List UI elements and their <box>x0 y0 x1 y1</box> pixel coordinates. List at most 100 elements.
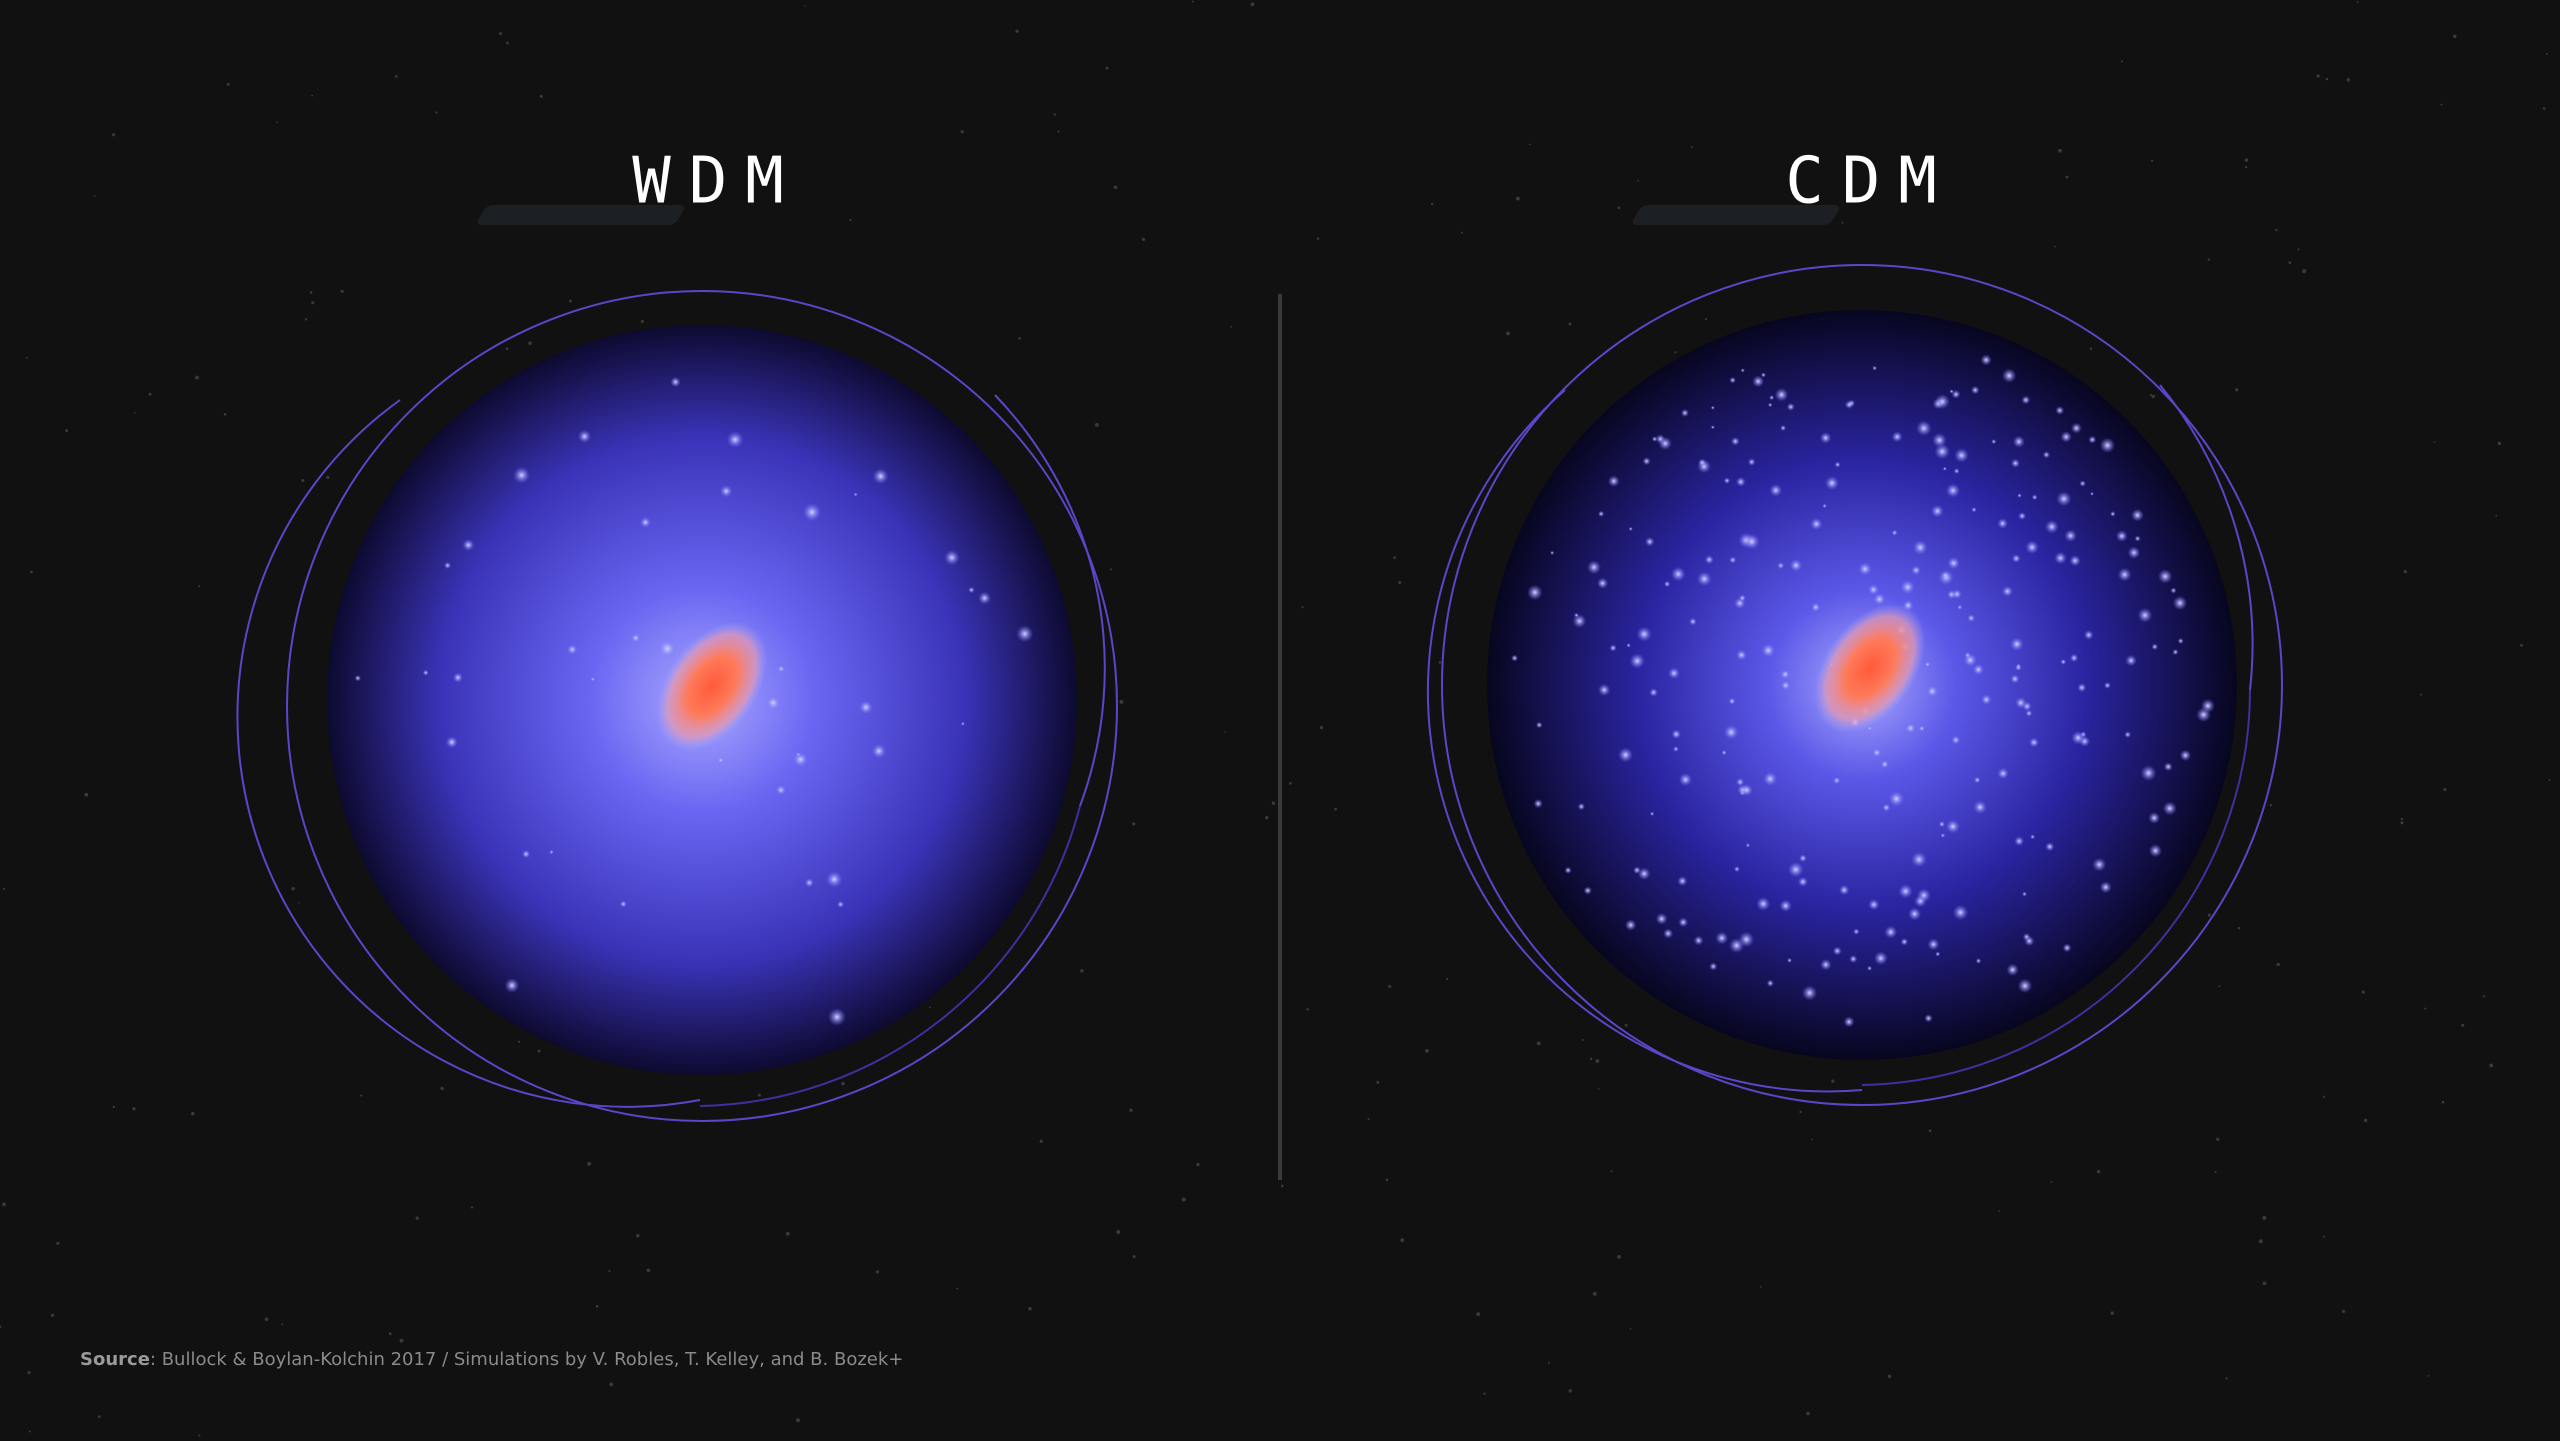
subhalo <box>1952 589 1962 600</box>
subhalo <box>827 1007 847 1027</box>
subhalo <box>2172 595 2188 611</box>
star <box>2424 1007 2427 1010</box>
subhalo <box>2130 508 2144 522</box>
star <box>65 429 69 433</box>
subhalo <box>2014 836 2025 847</box>
star <box>1316 237 1320 240</box>
subhalo <box>2137 607 2153 623</box>
star <box>2302 269 2307 274</box>
subhalo <box>1535 721 1543 729</box>
star <box>2096 1169 2101 1174</box>
star <box>2453 34 2457 39</box>
subhalo <box>2148 811 2161 824</box>
star <box>2151 159 2154 162</box>
subhalo <box>1618 747 1634 763</box>
star <box>2341 1309 2346 1313</box>
subhalo <box>1926 685 1939 698</box>
star <box>2363 1118 2368 1123</box>
star <box>1806 1411 1810 1416</box>
subhalo <box>577 429 592 444</box>
star <box>134 411 136 414</box>
subhalo <box>2042 451 2051 459</box>
star <box>1460 231 1464 234</box>
subhalo <box>1954 448 1969 463</box>
star <box>311 94 314 97</box>
subhalo <box>1980 354 1992 366</box>
subhalo <box>1747 458 1756 466</box>
subhalo <box>2009 637 2024 652</box>
subhalo <box>566 644 578 655</box>
star <box>1385 1178 1389 1182</box>
star <box>1536 1041 1541 1046</box>
subhalo <box>1738 594 1746 602</box>
star <box>505 347 509 351</box>
star <box>517 1040 521 1043</box>
subhalo <box>1940 833 1946 838</box>
subhalo <box>1649 688 1658 697</box>
source-text: : Bullock & Boylan-Kolchin 2017 / Simula… <box>150 1349 903 1370</box>
subhalo <box>1780 669 1791 680</box>
star <box>2207 913 2211 917</box>
subhalo <box>1801 985 1818 1001</box>
subhalo <box>1696 571 1712 587</box>
subhalo <box>1938 820 1946 828</box>
star <box>928 1006 931 1009</box>
subhalo <box>2054 551 2067 565</box>
star <box>388 1332 392 1336</box>
subhalo <box>1843 1016 1855 1028</box>
subhalo <box>2179 749 2192 762</box>
subhalo <box>1972 663 1985 676</box>
subhalo <box>1907 907 1922 921</box>
star <box>1132 1255 1136 1259</box>
star <box>757 1093 761 1097</box>
subhalo <box>1797 876 1809 887</box>
star <box>1690 146 1693 149</box>
star <box>1760 1286 1762 1288</box>
subhalo <box>1756 896 1771 911</box>
star <box>2440 103 2443 106</box>
subhalo <box>1872 747 1882 758</box>
subhalo <box>1932 432 1947 448</box>
subhalo <box>1780 680 1791 691</box>
star <box>2054 245 2056 248</box>
star <box>97 1415 101 1419</box>
subhalo <box>1947 556 1961 570</box>
star <box>1230 325 1233 328</box>
star <box>1250 2 1255 7</box>
subhalo <box>1760 372 1767 378</box>
subhalo <box>1900 937 1909 946</box>
star <box>1224 731 1226 733</box>
subhalo <box>2018 512 2027 521</box>
star <box>2275 228 2278 232</box>
subhalo <box>2010 458 2021 468</box>
star <box>2120 60 2123 63</box>
subhalo <box>1733 866 1740 873</box>
star <box>2065 175 2069 179</box>
star <box>1141 237 1146 241</box>
star <box>27 1370 31 1375</box>
star <box>1053 113 1056 116</box>
star <box>640 319 644 323</box>
star <box>1704 318 1708 321</box>
subhalo <box>1873 592 1886 606</box>
star <box>415 1216 419 1220</box>
subhalo <box>2163 762 2173 772</box>
star <box>1132 822 1136 826</box>
subhalo <box>1924 661 1931 668</box>
star <box>568 299 572 303</box>
subhalo <box>1810 602 1821 613</box>
star <box>1629 1327 1632 1330</box>
star <box>1592 1291 1597 1296</box>
subhalo <box>657 639 677 659</box>
star <box>2149 393 2153 397</box>
star <box>28 1430 31 1433</box>
star <box>2050 1181 2053 1184</box>
subhalo <box>2071 730 2086 745</box>
star <box>1582 1038 1584 1041</box>
star <box>0 1325 2 1328</box>
subhalo <box>1866 965 1873 971</box>
star <box>1018 336 1021 340</box>
subhalo <box>968 586 975 594</box>
subhalo <box>1642 457 1651 466</box>
